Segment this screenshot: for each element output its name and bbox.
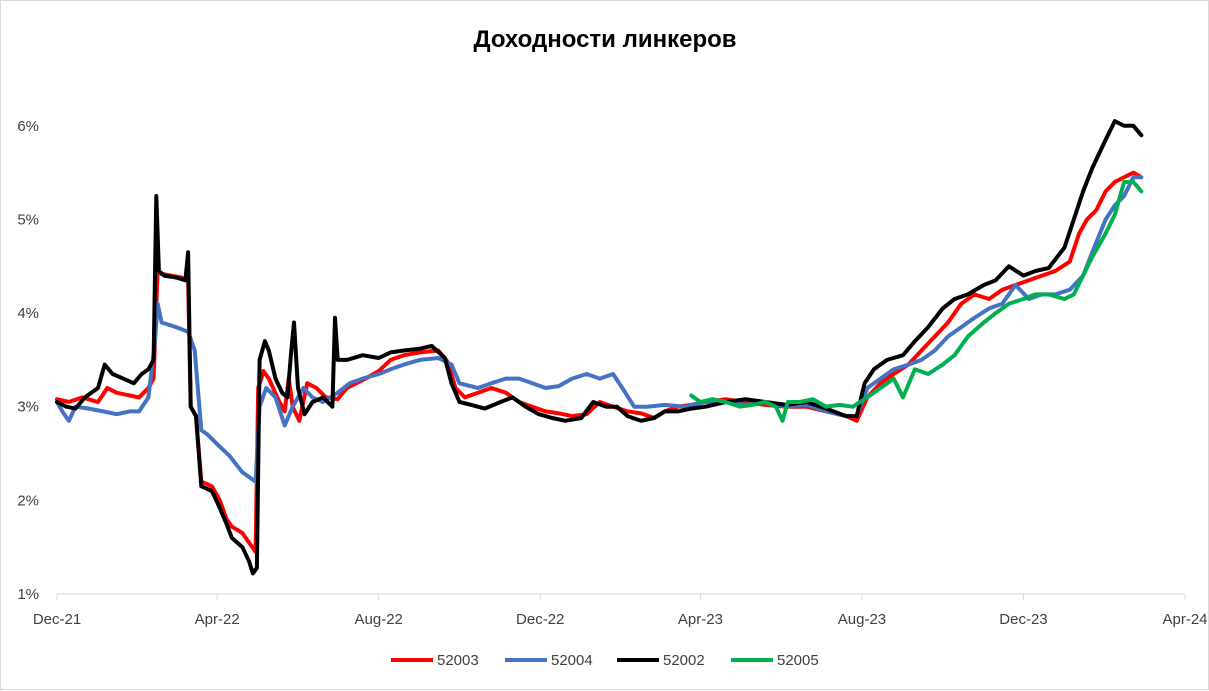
x-tick-label: Dec-22	[516, 611, 564, 628]
x-tick-label: Apr-22	[195, 611, 240, 628]
y-tick-label: 6%	[17, 118, 39, 135]
legend-label-52005: 52005	[777, 652, 819, 669]
legend-label-52002: 52002	[663, 652, 705, 669]
x-tick-label: Apr-24	[1162, 611, 1207, 628]
x-tick-label: Dec-23	[999, 611, 1047, 628]
legend-label-52003: 52003	[437, 652, 479, 669]
y-tick-label: 2%	[17, 492, 39, 509]
x-tick-label: Dec-21	[33, 611, 81, 628]
chart-title: Доходности линкеров	[473, 26, 736, 53]
x-axis-ticks: Dec-21 Apr-22 Aug-22 Dec-22 Apr-23 Aug-23 Dec-…	[33, 594, 1208, 628]
y-tick-label: 5%	[17, 211, 39, 228]
y-tick-label: 1%	[17, 586, 39, 603]
y-tick-label: 4%	[17, 305, 39, 322]
y-tick-label: 3%	[17, 399, 39, 416]
x-tick-label: Apr-23	[678, 611, 723, 628]
x-tick-label: Aug-23	[838, 611, 886, 628]
series-line-52005	[689, 180, 1144, 423]
y-axis-ticks: 1% 2% 3% 4% 5% 6%	[17, 118, 39, 603]
series-line-52003	[55, 170, 1144, 554]
series-line-52002	[55, 119, 1144, 576]
legend: 52003 52004 52002 52005	[391, 652, 819, 669]
legend-label-52004: 52004	[551, 652, 593, 669]
series-layer	[55, 119, 1144, 576]
x-tick-label: Aug-22	[355, 611, 403, 628]
